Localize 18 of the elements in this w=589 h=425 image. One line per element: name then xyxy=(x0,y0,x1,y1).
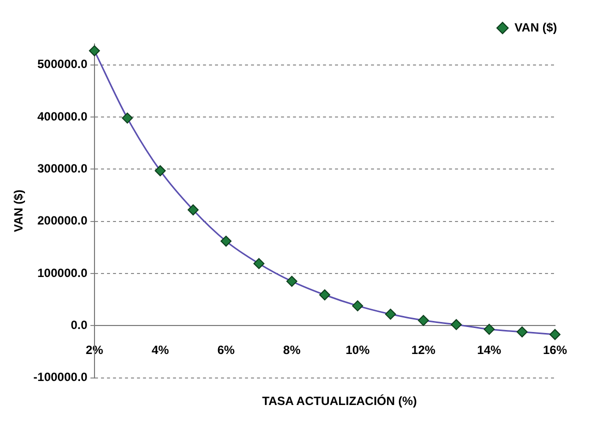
x-tick-label: 8% xyxy=(283,343,301,358)
y-axis-title: VAN ($) xyxy=(12,190,26,232)
y-tick-label: -100000.0 xyxy=(33,370,88,384)
x-axis-title: TASA ACTUALIZACIÓN (%) xyxy=(261,394,418,408)
x-tick-label: 4% xyxy=(152,343,170,358)
y-tick-label: 0.0 xyxy=(70,318,88,332)
y-tick-label: 100000.0 xyxy=(37,266,88,280)
legend-label: VAN ($) xyxy=(514,20,558,34)
y-tick-label: 200000.0 xyxy=(37,214,88,228)
x-tick-label: 12% xyxy=(411,343,436,358)
x-tick-label: 10% xyxy=(346,343,370,358)
x-tick-label: 2% xyxy=(86,343,104,358)
x-tick-label: 6% xyxy=(217,343,236,358)
x-tick-label: 14% xyxy=(477,343,502,358)
x-tick-label: 16% xyxy=(542,343,568,358)
y-tick-label: 500000.0 xyxy=(37,57,88,72)
y-tick-label: 300000.0 xyxy=(37,161,88,176)
y-tick-label: 400000.0 xyxy=(37,109,88,124)
